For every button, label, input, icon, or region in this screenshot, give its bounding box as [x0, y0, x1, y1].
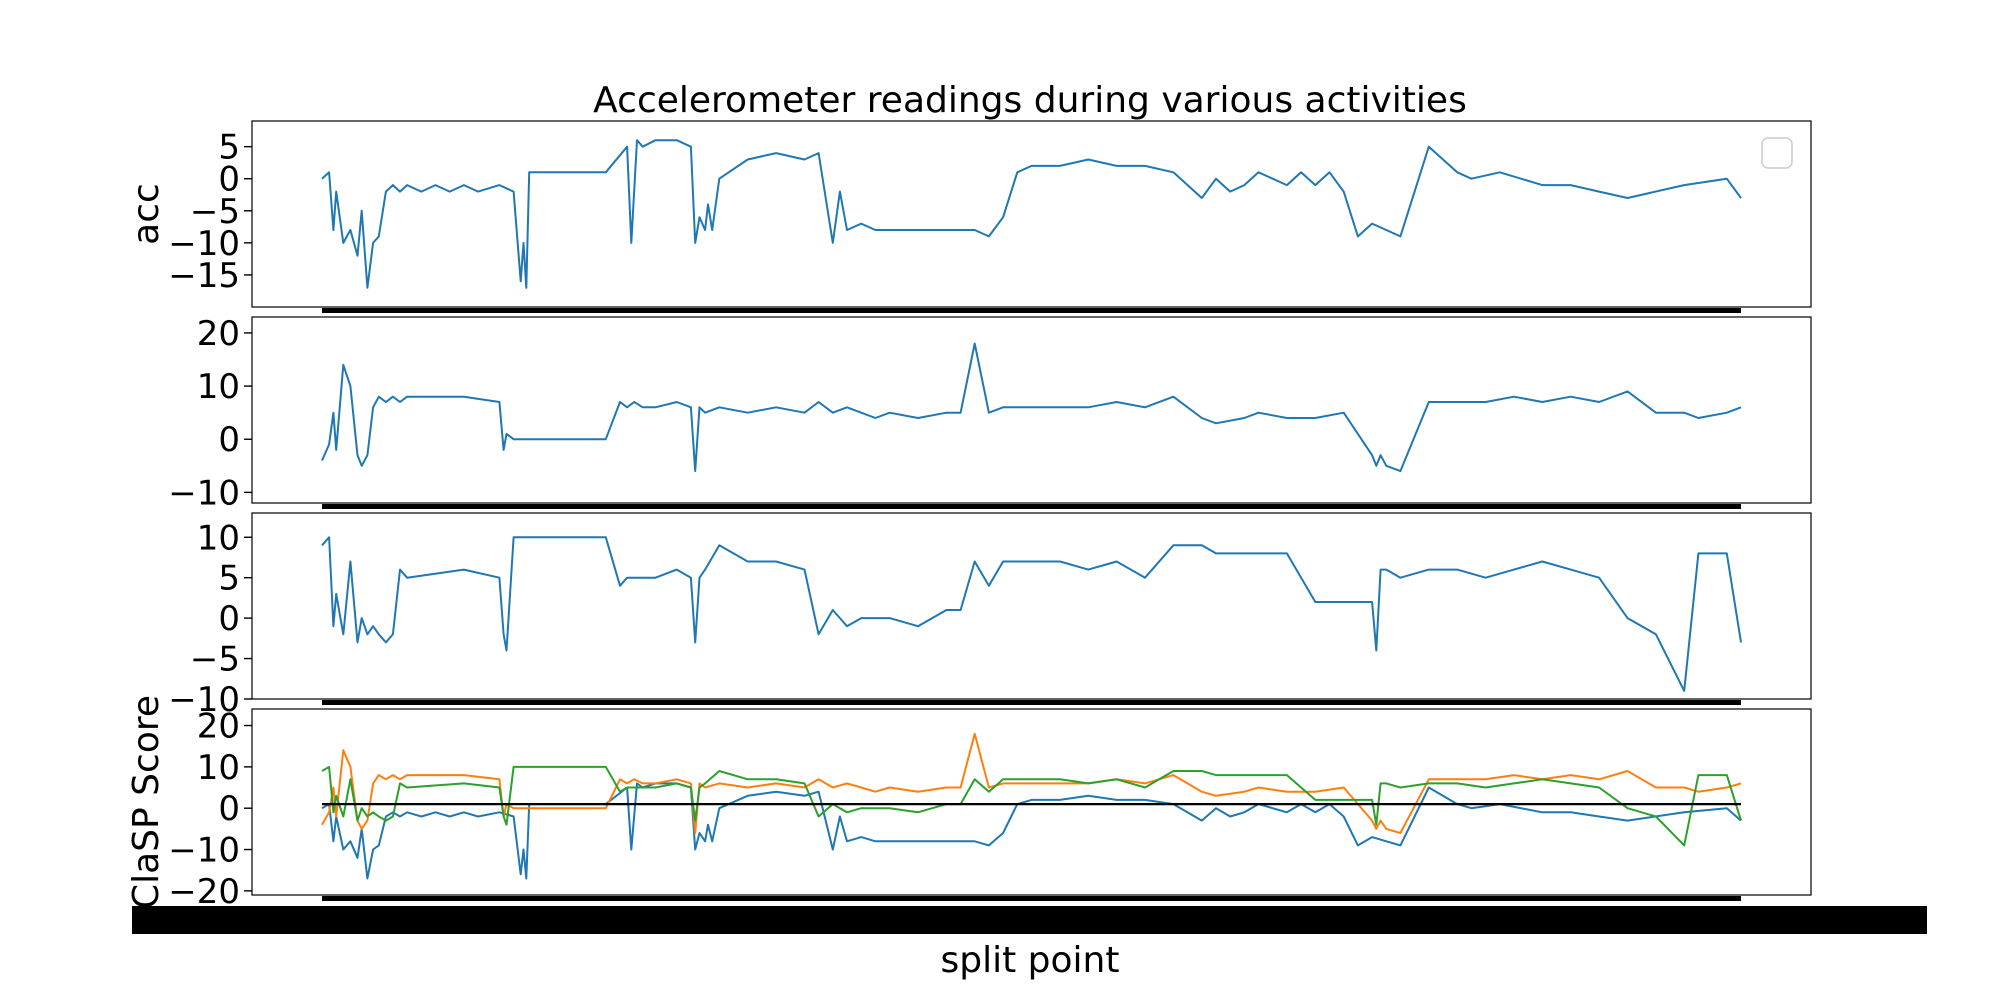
panel-4-y-tick-label: −10: [168, 831, 240, 871]
panel-1-x-ticks: [322, 308, 1741, 313]
panel-1-y-tick-label: 5: [218, 128, 240, 168]
panel-4-y-tick-label: 20: [197, 707, 240, 747]
panel-4-series-line-1: [321, 782, 1742, 880]
panel-1-y-axis-label: acc: [126, 183, 167, 245]
panel-3-y-tick-label: −5: [190, 640, 240, 680]
panel-3-y-tick-label: 10: [197, 518, 240, 558]
panel-4-x-ticks: [322, 896, 1741, 901]
panel-2: 20 10 0 −10: [168, 314, 1812, 513]
panel-4-y-tick-label: 10: [197, 748, 240, 788]
panel-2-y-tick-label: 0: [218, 420, 240, 460]
panel-1-y-tick-label: −10: [168, 224, 240, 264]
panel-3-y-tick-label: 5: [218, 559, 240, 599]
panel-1-series-line-1: [321, 139, 1742, 289]
panel-3-frame: [251, 512, 1812, 700]
panel-4-series-line-2: [321, 732, 1742, 834]
panel-2-x-ticks: [322, 504, 1741, 509]
panel-3-y-tick-label: 0: [218, 599, 240, 639]
panel-2-series-line-1: [321, 342, 1742, 473]
panels: 50−5−10−15acc20100−101050−5−1020100−10−2…: [126, 120, 1812, 912]
panel-4-y-tick-label: −20: [168, 872, 240, 912]
chart-title: Accelerometer readings during various ac…: [593, 80, 1467, 121]
panel-1-frame: [251, 120, 1812, 308]
x-axis-label: split point: [941, 940, 1120, 981]
panel-1-y-tick-label: 0: [218, 160, 240, 200]
panel-4-series-line-3: [321, 765, 1742, 847]
panel-1-y-tick-label: −5: [190, 192, 240, 232]
panel-3-series-line-1: [321, 536, 1742, 692]
panel-3-x-ticks: [322, 700, 1741, 705]
panel-2-y-tick-label: 10: [197, 367, 240, 407]
panel-4-frame: [251, 708, 1812, 896]
panel-2-frame: [251, 316, 1812, 504]
panel-3-y-tick-label: −10: [168, 680, 240, 720]
panel-2-y-tick-label: 20: [197, 314, 240, 354]
overlapping-x-tick-labels: [132, 906, 1927, 934]
panel-2-y-tick-label: −10: [168, 473, 240, 513]
legend-box: [1761, 137, 1793, 169]
panel-1-y-tick-label: −15: [168, 256, 240, 296]
panel-4-y-axis-label: ClaSP Score: [126, 695, 167, 909]
panel-4-y-tick-label: 0: [218, 789, 240, 829]
